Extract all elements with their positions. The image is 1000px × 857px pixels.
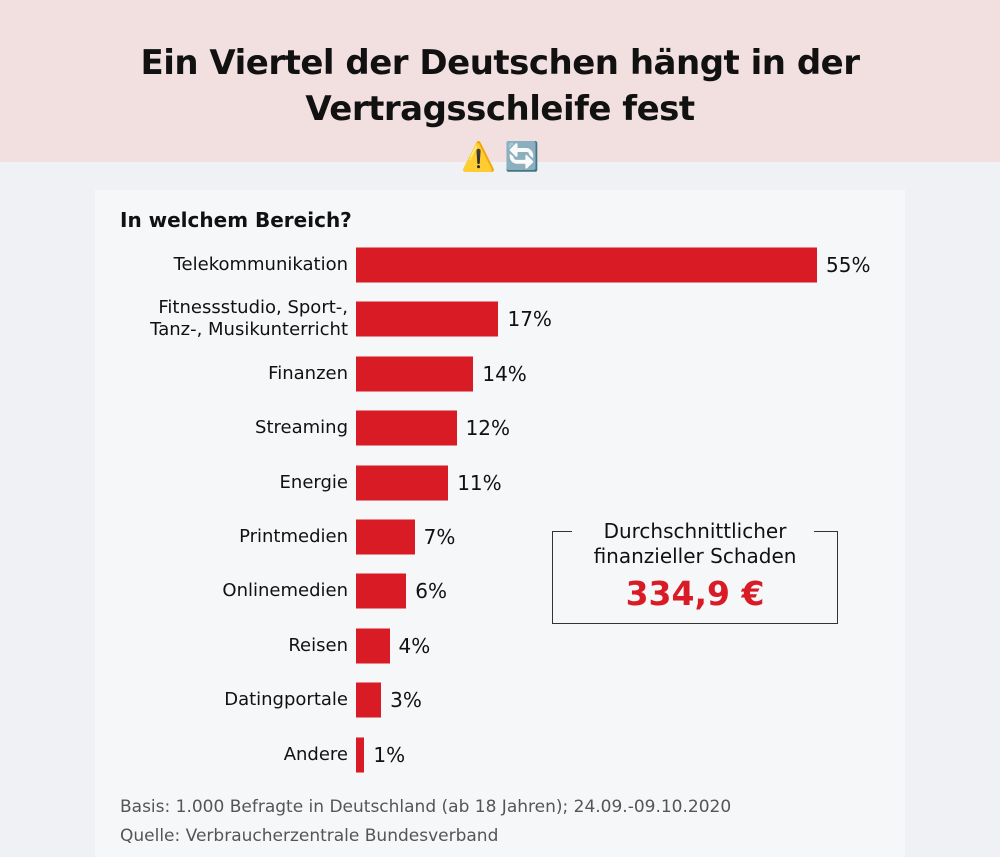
value-label: 7% bbox=[423, 525, 456, 549]
callout-label: Durchschnittlicher finanzieller Schaden bbox=[593, 519, 797, 568]
category-label: Andere bbox=[283, 743, 348, 765]
bar bbox=[356, 465, 449, 501]
callout-border bbox=[552, 531, 572, 532]
callout-value: 334,9 € bbox=[625, 574, 765, 613]
bar bbox=[356, 519, 415, 555]
value-label: 12% bbox=[465, 416, 511, 441]
value-label: 3% bbox=[390, 688, 422, 713]
header-banner: Ein Viertel der Deutschen hängt in der V… bbox=[0, 0, 1000, 173]
category-label: Energie bbox=[279, 471, 348, 493]
value-label: 11% bbox=[457, 470, 502, 495]
chart-card bbox=[95, 190, 905, 857]
footer-source: Quelle: Verbraucherzentrale Bundesverban… bbox=[120, 826, 499, 846]
bar bbox=[356, 628, 390, 664]
callout-border bbox=[814, 531, 837, 532]
footer-basis: Basis: 1.000 Befragte in Deutschland (ab… bbox=[120, 797, 732, 817]
bar bbox=[356, 247, 817, 283]
bar bbox=[356, 356, 474, 392]
value-label: 14% bbox=[482, 361, 527, 386]
value-label: 55% bbox=[826, 253, 871, 277]
category-label: Finanzen bbox=[268, 362, 348, 384]
category-label: Telekommunikation bbox=[173, 254, 348, 275]
category-label: Streaming bbox=[255, 417, 348, 439]
bar bbox=[356, 410, 457, 446]
value-label: 6% bbox=[415, 579, 448, 604]
category-label: Reisen bbox=[288, 634, 348, 656]
chart-subtitle: In welchem Bereich? bbox=[120, 208, 352, 232]
value-label: 1% bbox=[373, 742, 406, 767]
category-label: Datingportale bbox=[224, 689, 348, 711]
category-label: Fitnessstudio, Sport-, Tanz-, Musikunter… bbox=[150, 297, 348, 341]
page-title: Ein Viertel der Deutschen hängt in der V… bbox=[0, 40, 1000, 180]
title-text: Ein Viertel der Deutschen hängt in der V… bbox=[140, 43, 860, 129]
bar bbox=[356, 573, 407, 609]
bar bbox=[356, 682, 382, 718]
category-label: Printmedien bbox=[239, 526, 348, 547]
bar bbox=[356, 737, 365, 773]
callout-box bbox=[552, 531, 838, 624]
warning-refresh-icon: ⚠️ 🔄 bbox=[461, 140, 539, 173]
category-label: Onlinemedien bbox=[222, 580, 348, 602]
bar bbox=[356, 301, 499, 337]
value-label: 4% bbox=[398, 633, 431, 658]
value-label: 17% bbox=[507, 307, 552, 332]
